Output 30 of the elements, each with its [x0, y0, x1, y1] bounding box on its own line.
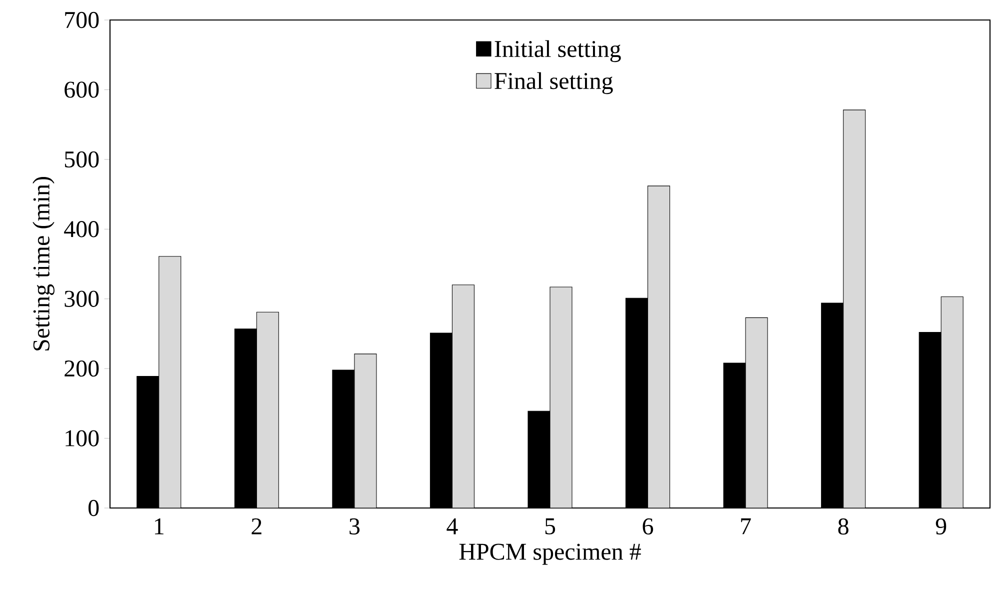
bar: [745, 317, 768, 508]
x-tick-label: 6: [642, 518, 654, 535]
legend-label: Final setting: [494, 72, 613, 94]
y-tick-label: 700: [65, 12, 99, 28]
bar: [843, 110, 866, 508]
x-tick-label: 1: [155, 518, 164, 534]
x-tick-label: 7: [741, 518, 751, 534]
bar: [648, 186, 670, 508]
bar: [256, 312, 279, 508]
x-tick-label: 3: [350, 518, 360, 535]
x-tick-label: 8: [838, 518, 848, 535]
bar: [354, 354, 377, 508]
y-tick-label: 100: [66, 430, 99, 446]
bar: [158, 256, 182, 508]
x-tick-label: 5: [545, 518, 556, 534]
x-tick-label: 2: [252, 518, 262, 534]
bar: [452, 284, 474, 508]
x-tick-label: 4: [446, 518, 458, 534]
y-tick-label: 200: [64, 360, 99, 377]
y-tick-label: 0: [88, 500, 99, 516]
x-tick-label: 9: [936, 518, 946, 535]
legend-label: Initial setting: [494, 40, 621, 62]
y-axis-title: Setting time (min): [32, 177, 54, 350]
x-axis-title: HPCM specimen #: [459, 544, 641, 565]
bar: [550, 286, 572, 508]
y-tick-label: 300: [64, 290, 99, 307]
bar: [940, 296, 964, 508]
y-tick-label: 400: [64, 221, 99, 238]
y-tick-label: 500: [65, 151, 99, 168]
y-tick-label: 600: [64, 82, 99, 98]
